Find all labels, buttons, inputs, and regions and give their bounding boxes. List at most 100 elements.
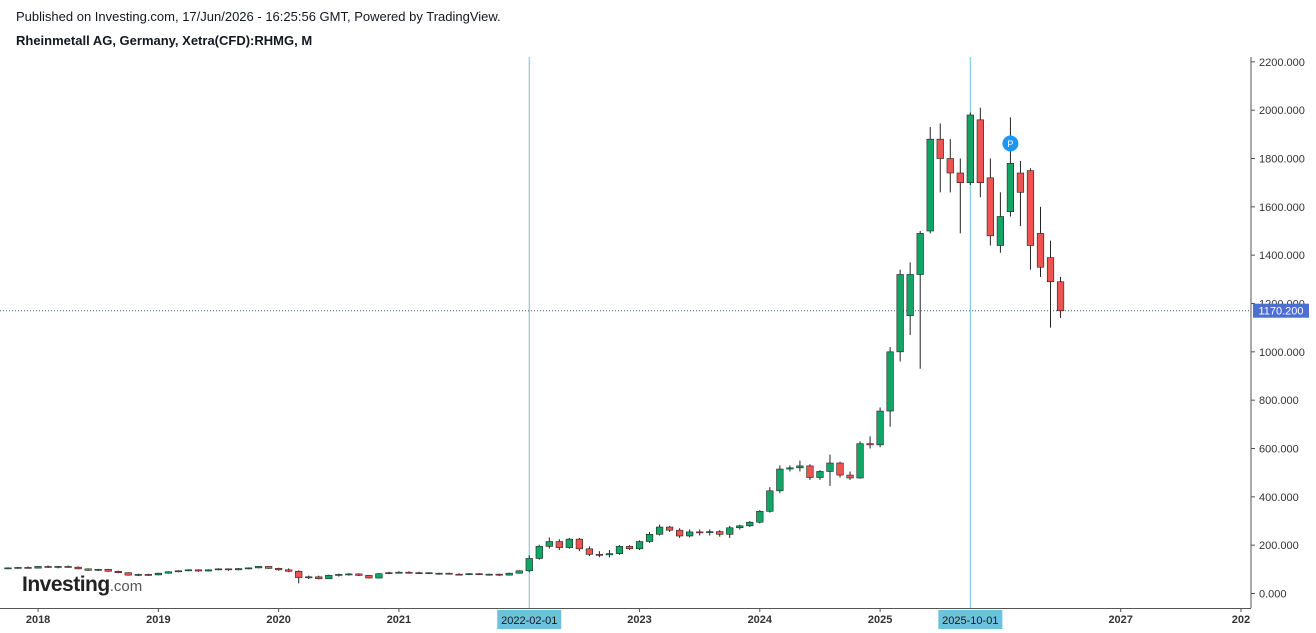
candle-body: [94, 569, 102, 571]
candle-body: [495, 573, 503, 576]
candle: [856, 441, 864, 479]
candle-body: [44, 566, 52, 568]
candle: [635, 540, 644, 550]
candle: [796, 460, 804, 472]
candle-body: [34, 566, 42, 569]
candle-body: [14, 567, 22, 569]
candle-body: [485, 573, 493, 576]
y-tick-label: 1000.000: [1259, 347, 1305, 359]
candle: [254, 565, 263, 569]
candle: [1016, 160, 1025, 227]
candle-body: [315, 576, 323, 580]
candle-body: [505, 572, 513, 576]
candle: [896, 269, 904, 362]
candle-body: [4, 567, 12, 570]
candle: [445, 572, 453, 575]
candle: [876, 407, 884, 448]
candle-body: [906, 274, 914, 316]
candle-body: [826, 462, 834, 472]
candle: [385, 571, 393, 575]
candle-body: [415, 572, 423, 575]
candle-body: [144, 574, 152, 576]
event-marker-label: P: [1007, 139, 1013, 149]
candle: [786, 465, 794, 472]
candle: [244, 567, 253, 570]
candle: [104, 568, 112, 572]
candle: [164, 571, 172, 574]
crosshair-date-label: 2022-02-01: [501, 615, 557, 627]
candle: [1036, 206, 1045, 277]
candle: [1056, 276, 1065, 318]
candle-body: [435, 572, 443, 575]
candle-body: [966, 114, 974, 183]
candle-body: [375, 573, 383, 579]
candle-body: [365, 575, 373, 579]
last-price-label: 1170.200: [1258, 306, 1303, 318]
candle-body: [595, 554, 604, 556]
candle: [706, 529, 714, 536]
candle: [866, 436, 874, 449]
candle: [806, 464, 814, 480]
candle-body: [635, 541, 644, 550]
candle-body: [194, 569, 203, 572]
candle-body: [756, 511, 764, 523]
candle: [415, 571, 423, 575]
x-tick-label: 2025: [868, 614, 892, 626]
candle-body: [776, 468, 784, 492]
candle: [696, 529, 704, 536]
candle: [305, 575, 313, 579]
candle-body: [305, 576, 313, 579]
candle: [605, 550, 614, 558]
candle-body: [886, 351, 894, 412]
logo-name: Investing: [22, 573, 110, 596]
candle: [916, 231, 924, 369]
candle-body: [676, 529, 684, 537]
candle-body: [555, 541, 563, 548]
candle-body: [345, 573, 353, 576]
candle: [435, 572, 443, 575]
candle: [956, 158, 964, 234]
candle-body: [836, 462, 844, 476]
candle: [325, 574, 333, 580]
candle-body: [665, 526, 674, 531]
y-tick-label: 0.000: [1259, 589, 1287, 601]
candle: [555, 539, 563, 550]
candle: [234, 568, 243, 571]
candle: [926, 127, 934, 234]
candle: [265, 565, 273, 569]
candle: [846, 471, 854, 480]
candle-body: [545, 541, 553, 547]
candle-body: [425, 572, 433, 575]
x-tick-label: 2019: [146, 614, 170, 626]
candle-body: [395, 571, 403, 574]
candle-body: [585, 548, 594, 555]
candle: [485, 573, 493, 576]
candle-body: [535, 546, 543, 559]
candle-body: [244, 567, 253, 570]
candle: [525, 555, 533, 573]
y-tick-label: 2000.000: [1259, 105, 1305, 117]
crosshair-date-badge: [497, 610, 562, 629]
candle-body: [234, 568, 243, 571]
chart-symbol-title: Rheinmetall AG, Germany, Xetra(CFD):RHMG…: [16, 33, 313, 48]
candle-body: [876, 410, 884, 446]
candle: [455, 573, 463, 576]
candle: [24, 566, 32, 569]
candle: [44, 565, 52, 568]
candle-body: [164, 571, 172, 574]
candle: [295, 570, 303, 584]
candle: [595, 551, 604, 558]
candle-body: [866, 443, 874, 446]
candle-body: [996, 216, 1005, 246]
candle: [686, 529, 694, 538]
candle: [746, 521, 754, 528]
y-tick-label: 1800.000: [1259, 154, 1305, 166]
candle: [776, 465, 784, 494]
candle: [14, 566, 22, 569]
candle: [114, 570, 122, 574]
y-tick-label: 600.000: [1259, 444, 1299, 456]
candle: [565, 537, 573, 549]
candle-body: [104, 569, 112, 572]
candle: [575, 537, 583, 552]
